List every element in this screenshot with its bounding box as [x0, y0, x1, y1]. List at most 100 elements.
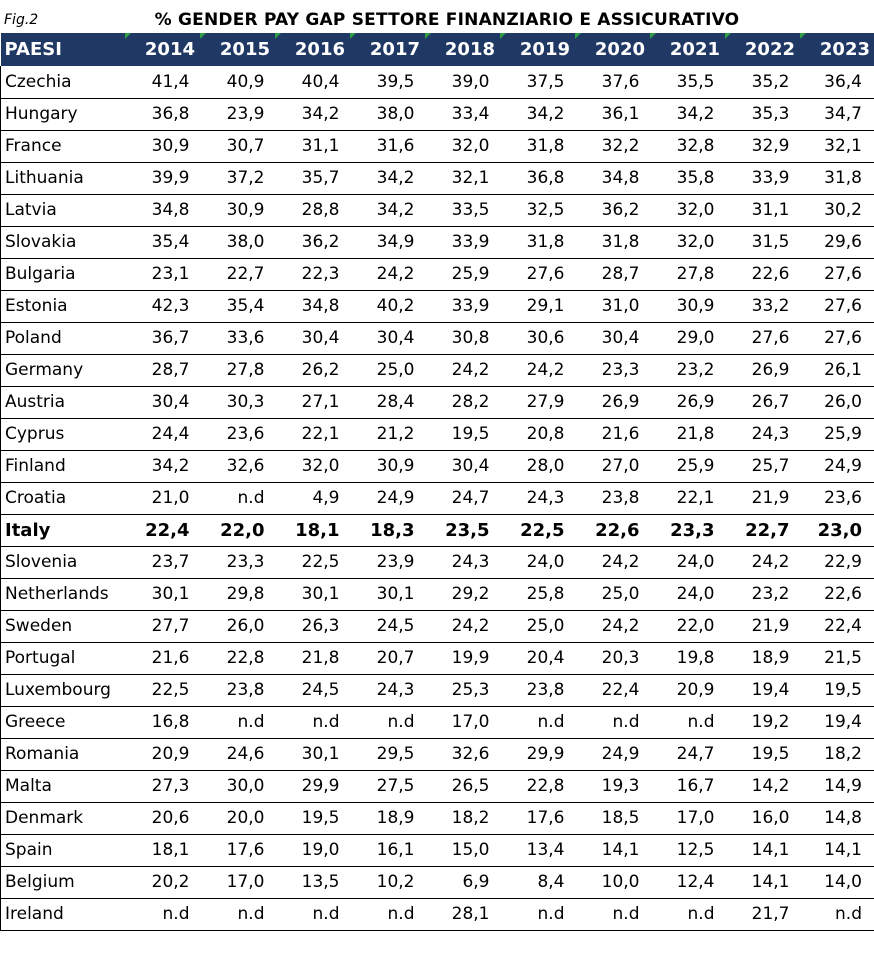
value-cell: 27,1	[274, 386, 350, 419]
country-cell: Slovenia	[0, 546, 125, 579]
value-cell: 30,4	[349, 322, 425, 355]
value-cell: 21,8	[649, 418, 725, 451]
value-cell: 23,3	[649, 514, 725, 547]
value-cell: n.d	[124, 898, 200, 931]
value-cell: 24,9	[574, 738, 650, 771]
value-cell: 22,1	[649, 482, 725, 515]
value-cell: 10,0	[574, 866, 650, 899]
table-row: Finland 34,2 32,6 32,0 30,9 30,4 28,0 27,0 25,9 2…	[0, 450, 874, 483]
value-cell: 26,9	[649, 386, 725, 419]
value-cell: 14,2	[724, 770, 800, 803]
value-cell: 19,4	[799, 706, 874, 739]
value-cell: 14,1	[574, 834, 650, 867]
value-cell: 19,0	[274, 834, 350, 867]
value-cell: 30,9	[124, 130, 200, 163]
value-cell: 36,1	[574, 98, 650, 131]
value-cell: 24,3	[424, 546, 500, 579]
value-cell: 24,2	[349, 258, 425, 291]
value-cell: 10,2	[349, 866, 425, 899]
value-cell: 25,0	[499, 610, 575, 643]
value-cell: 30,1	[274, 738, 350, 771]
value-cell: 24,4	[124, 418, 200, 451]
value-cell: 15,0	[424, 834, 500, 867]
value-cell: 24,2	[424, 354, 500, 387]
value-cell: 26,5	[424, 770, 500, 803]
value-cell: 24,9	[799, 450, 874, 483]
value-cell: 17,6	[199, 834, 275, 867]
value-cell: 22,7	[199, 258, 275, 291]
value-cell: 35,5	[649, 66, 725, 99]
table-row: Austria 30,4 30,3 27,1 28,4 28,2 27,9 26,9 26,9 2…	[0, 386, 874, 419]
value-cell: 14,9	[799, 770, 874, 803]
value-cell: 29,5	[349, 738, 425, 771]
value-cell: 30,8	[424, 322, 500, 355]
value-cell: n.d	[199, 706, 275, 739]
country-cell: Germany	[0, 354, 125, 387]
country-cell: Spain	[0, 834, 125, 867]
table-row: Italy 22,4 22,0 18,1 18,3 23,5 22,5 22,6 23,3 22,…	[0, 514, 874, 547]
value-cell: 32,6	[424, 738, 500, 771]
value-cell: 38,0	[199, 226, 275, 259]
value-cell: 19,5	[274, 802, 350, 835]
value-cell: 24,9	[349, 482, 425, 515]
value-cell: 25,9	[424, 258, 500, 291]
value-cell: 31,6	[349, 130, 425, 163]
value-cell: 6,9	[424, 866, 500, 899]
figure-label: Fig.2	[4, 12, 39, 28]
value-cell: 25,9	[799, 418, 874, 451]
table-row: Latvia 34,8 30,9 28,8 34,2 33,5 32,5 36,2 32,0 31…	[0, 194, 874, 227]
value-cell: 18,2	[799, 738, 874, 771]
value-cell: 23,2	[724, 578, 800, 611]
value-cell: 24,3	[499, 482, 575, 515]
column-header-2021: 2021	[649, 33, 725, 66]
value-cell: 20,9	[124, 738, 200, 771]
value-cell: 20,6	[124, 802, 200, 835]
value-cell: 42,3	[124, 290, 200, 323]
table-row: Spain 18,1 17,6 19,0 16,1 15,0 13,4 14,1 12,5 14,…	[0, 834, 874, 867]
value-cell: 20,9	[649, 674, 725, 707]
value-cell: 28,7	[124, 354, 200, 387]
value-cell: 24,2	[424, 610, 500, 643]
value-cell: 22,4	[124, 514, 200, 547]
value-cell: 4,9	[274, 482, 350, 515]
value-cell: 22,3	[274, 258, 350, 291]
table-row: Sweden 27,7 26,0 26,3 24,5 24,2 25,0 24,2 22,0 21…	[0, 610, 874, 643]
value-cell: 22,8	[199, 642, 275, 675]
value-cell: 29,9	[274, 770, 350, 803]
value-cell: 24,0	[649, 546, 725, 579]
table-row: Slovenia 23,7 23,3 22,5 23,9 24,3 24,0 24,2 24,0…	[0, 546, 874, 579]
table-header-row: PAESI 2014 2015 2016 2017 2018 2019 2020 2021 20…	[0, 33, 874, 66]
value-cell: 31,8	[499, 130, 575, 163]
value-cell: 30,3	[199, 386, 275, 419]
value-cell: 36,7	[124, 322, 200, 355]
value-cell: 16,0	[724, 802, 800, 835]
value-cell: 18,9	[349, 802, 425, 835]
value-cell: 34,2	[499, 98, 575, 131]
value-cell: n.d	[649, 898, 725, 931]
value-cell: 32,6	[199, 450, 275, 483]
value-cell: 16,7	[649, 770, 725, 803]
value-cell: 34,7	[799, 98, 874, 131]
value-cell: 22,7	[724, 514, 800, 547]
value-cell: 12,4	[649, 866, 725, 899]
value-cell: 30,1	[274, 578, 350, 611]
value-cell: 23,8	[199, 674, 275, 707]
value-cell: 30,9	[649, 290, 725, 323]
value-cell: 23,5	[424, 514, 500, 547]
value-cell: 14,1	[724, 866, 800, 899]
value-cell: 30,2	[799, 194, 874, 227]
country-cell: Malta	[0, 770, 125, 803]
value-cell: 29,8	[199, 578, 275, 611]
column-header-2016: 2016	[274, 33, 350, 66]
value-cell: 26,1	[799, 354, 874, 387]
table-row: France 30,9 30,7 31,1 31,6 32,0 31,8 32,2 32,8 32…	[0, 130, 874, 163]
value-cell: 24,3	[349, 674, 425, 707]
country-cell: Finland	[0, 450, 125, 483]
country-cell: Estonia	[0, 290, 125, 323]
value-cell: 27,6	[799, 258, 874, 291]
value-cell: 23,9	[349, 546, 425, 579]
value-cell: 22,5	[274, 546, 350, 579]
value-cell: 34,8	[124, 194, 200, 227]
value-cell: 29,9	[499, 738, 575, 771]
value-cell: 36,2	[274, 226, 350, 259]
